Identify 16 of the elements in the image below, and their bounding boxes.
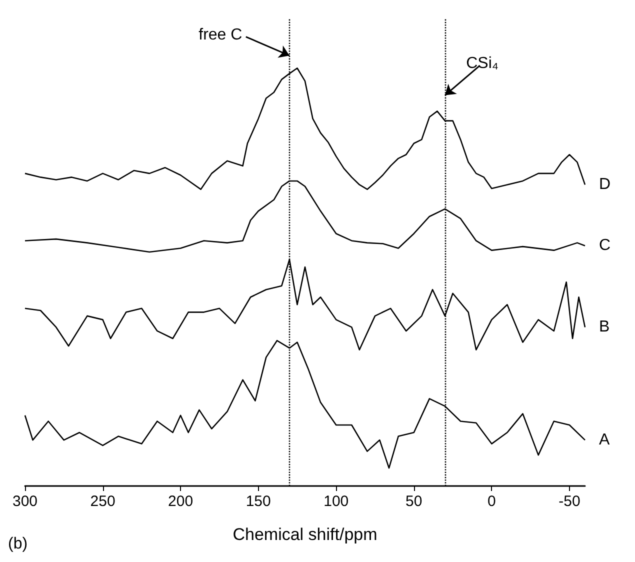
series-label: B [599, 318, 610, 336]
x-tick-label: 150 [246, 493, 271, 510]
x-tick-label: 250 [90, 493, 116, 510]
x-tick-label: 300 [12, 493, 38, 510]
series-label: A [599, 432, 610, 449]
x-tick-label: 0 [487, 493, 496, 510]
x-tick-label: 100 [324, 493, 349, 510]
annotation: free C [198, 26, 242, 44]
x-axis-title: Chemical shift/ppm [232, 525, 378, 544]
x-tick-label: 50 [406, 493, 422, 510]
text: (b) [8, 536, 28, 552]
series-label: C [599, 237, 611, 254]
x-tick-label: -50 [558, 493, 580, 510]
annotation: CSi₄ [466, 54, 498, 72]
x-tick-label: 200 [168, 493, 194, 510]
series-label: D [599, 176, 611, 194]
